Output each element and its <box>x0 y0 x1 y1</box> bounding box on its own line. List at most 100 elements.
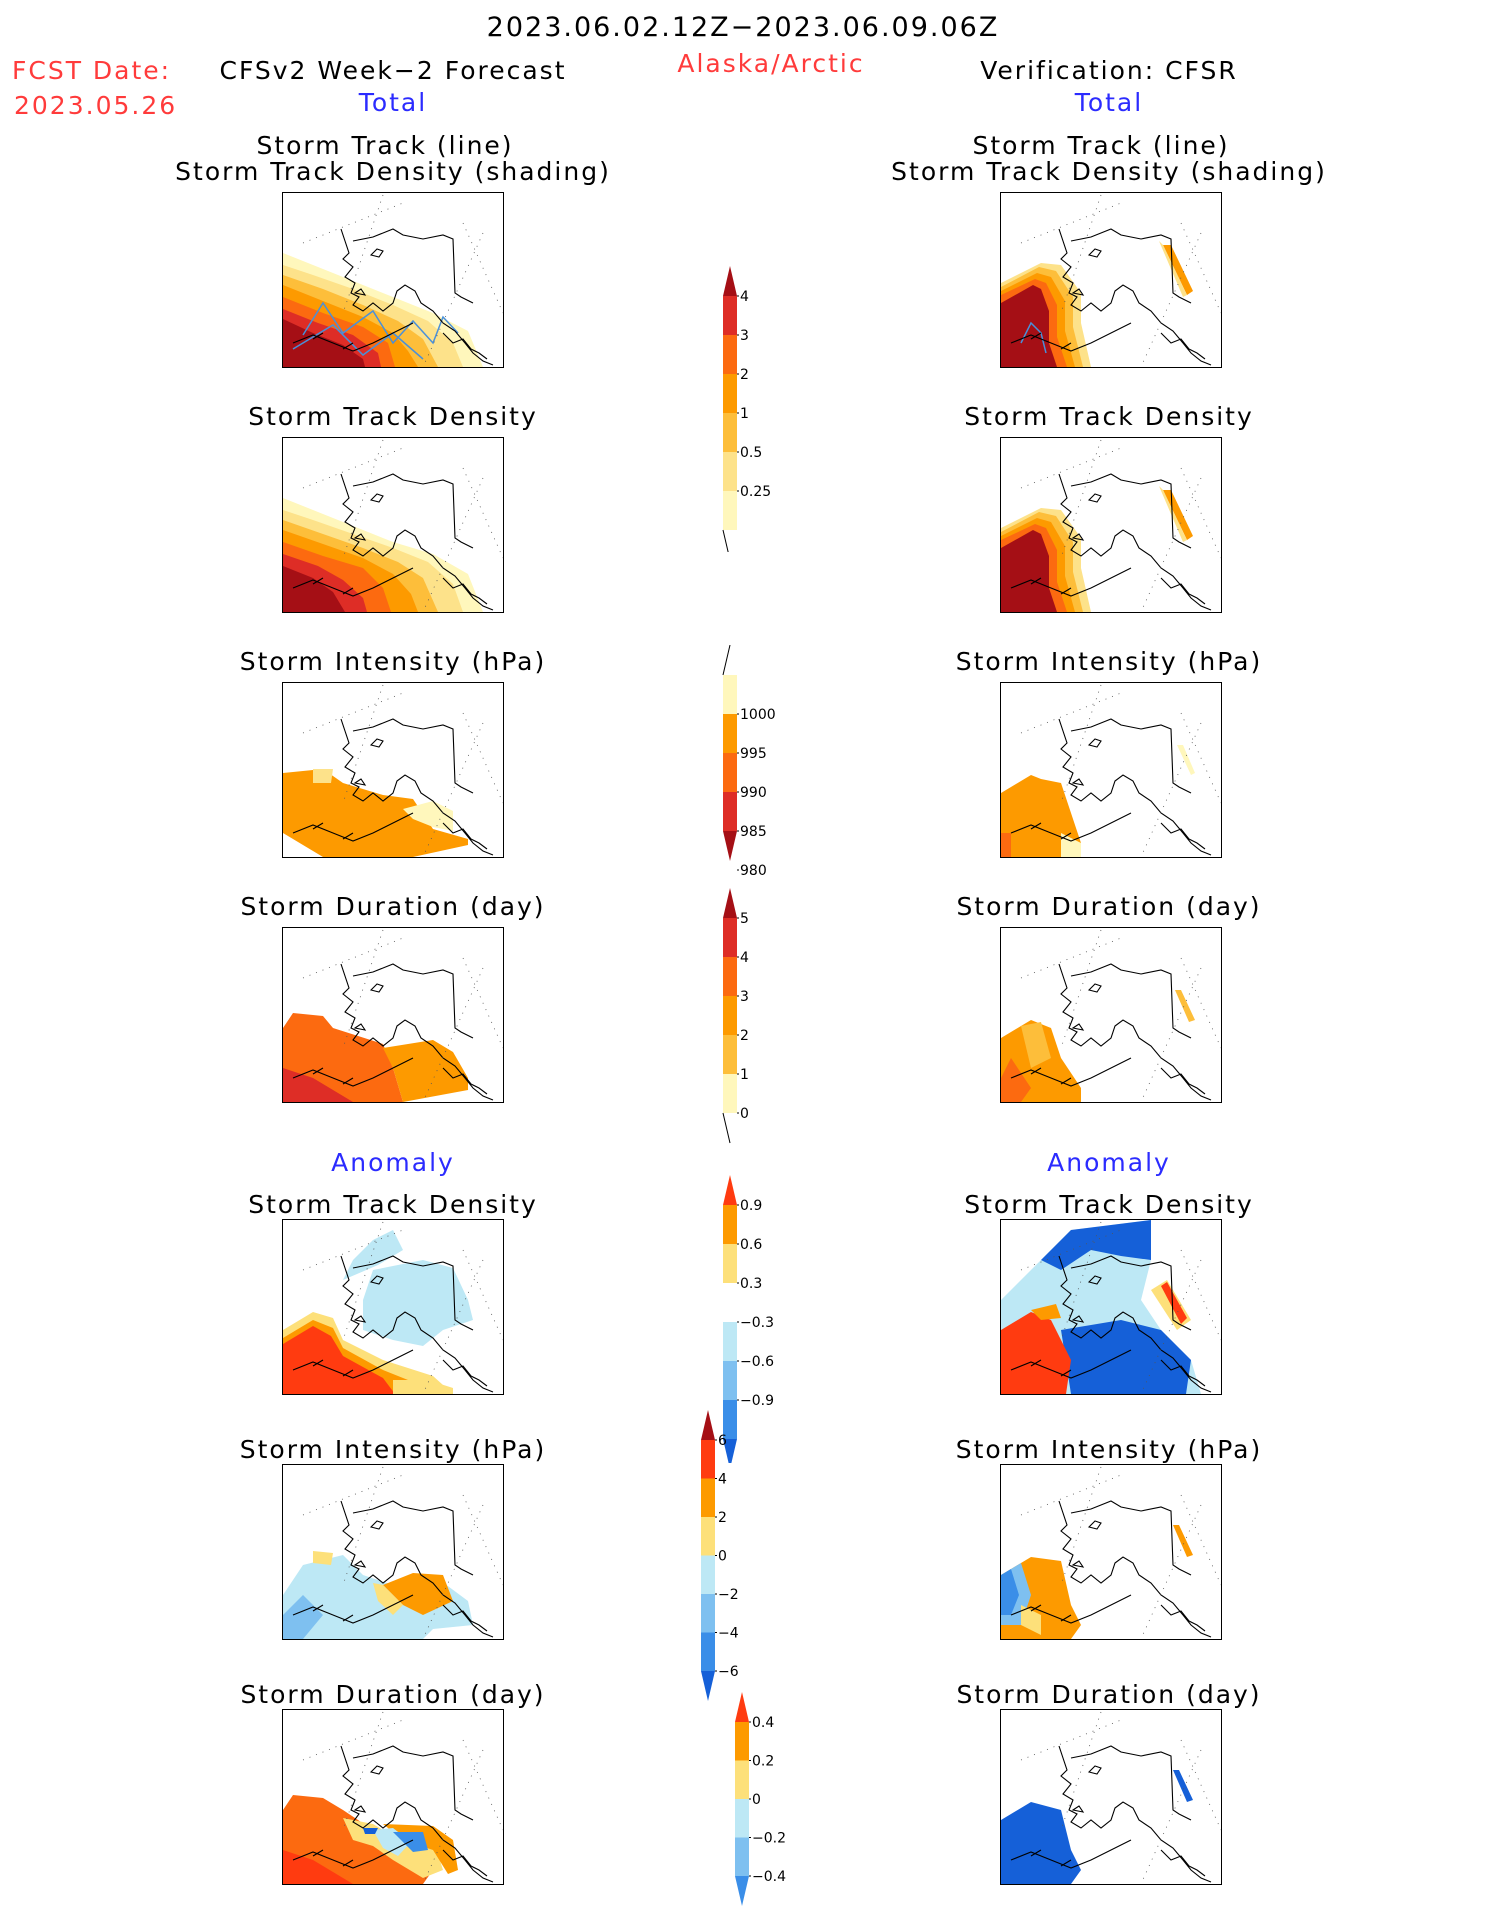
map-intensity-left <box>282 682 504 858</box>
title-intensity-anom-left: Storm Intensity (hPa) <box>239 1435 547 1464</box>
anomaly-label-left: Anomaly <box>331 1148 455 1177</box>
colorbar-label: 0.9 <box>740 1198 762 1214</box>
colorbar-segment <box>701 1478 715 1517</box>
map-density-anom-right <box>1000 1219 1222 1395</box>
map-duration-anom-left <box>282 1709 504 1885</box>
title-track-shading-left: Storm Track Density (shading) <box>175 157 611 186</box>
colorbar-arrow-bottom <box>723 1439 737 1463</box>
colorbar-segment <box>723 1400 737 1439</box>
colorbar-segment <box>723 1244 737 1283</box>
colorbar-label: 0 <box>752 1792 761 1808</box>
colorbar-label: 2 <box>718 1510 727 1526</box>
colorbar-label: 980 <box>740 863 767 879</box>
colorbar-label: 0.3 <box>740 1276 762 1292</box>
colorbar-segment <box>723 1074 737 1113</box>
colorbar-label: 990 <box>740 785 767 801</box>
title-density-anom-right: Storm Track Density <box>964 1190 1254 1219</box>
colorbar-label: −0.9 <box>740 1393 774 1409</box>
fcst-date-label: FCST Date: <box>12 56 172 85</box>
title-intensity-right: Storm Intensity (hPa) <box>955 647 1263 676</box>
colorbar-duration: 5 4 3 2 1 0 <box>722 888 749 1144</box>
colorbar-segment <box>735 1799 749 1838</box>
map-density-anom-left <box>282 1219 504 1395</box>
colorbar-segment <box>723 792 737 831</box>
right-column-title: Verification: CFSR <box>980 56 1238 85</box>
colorbar-tail-bottom <box>722 529 729 552</box>
region-label: Alaska/Arctic <box>677 49 865 78</box>
colorbar-label: −6 <box>718 1664 739 1680</box>
colorbar-label: 0.5 <box>740 445 762 461</box>
colorbar-arrow-top <box>735 1692 749 1722</box>
colorbar-segment <box>701 1440 715 1479</box>
colorbar-segment <box>723 753 737 792</box>
colorbar-segment <box>723 335 737 374</box>
colorbar-segment <box>723 1205 737 1244</box>
map-duration-left <box>282 927 504 1103</box>
colorbar-segment <box>701 1594 715 1633</box>
colorbar-label: −0.4 <box>752 1869 786 1885</box>
colorbar-segment <box>735 1722 749 1761</box>
colorbar-label: 1000 <box>740 707 776 723</box>
colorbar-label: 6 <box>718 1433 727 1449</box>
map-track-left <box>282 192 504 368</box>
title-track-shading-right: Storm Track Density (shading) <box>891 157 1327 186</box>
colorbar-label: −4 <box>718 1626 739 1642</box>
colorbar-segment <box>701 1517 715 1556</box>
colorbar-segment <box>701 1555 715 1594</box>
title-track-line-right: Storm Track (line) <box>972 131 1230 160</box>
title-density-anom-left: Storm Track Density <box>248 1190 538 1219</box>
title-duration-right: Storm Duration (day) <box>956 892 1262 921</box>
left-column-title: CFSv2 Week−2 Forecast <box>219 56 567 85</box>
map-intensity-anom-left <box>282 1464 504 1640</box>
colorbar-segment <box>723 452 737 491</box>
colorbar-label: −0.6 <box>740 1354 774 1370</box>
colorbar-arrow-bottom <box>723 831 737 861</box>
colorbar-label: 0.2 <box>752 1754 774 1770</box>
colorbar-intensity-anomaly: 6 4 2 0 −2 −4 −6 <box>701 1410 739 1701</box>
colorbar-segment <box>723 714 737 753</box>
colorbar-label: 1 <box>740 406 749 422</box>
colorbar-segment <box>735 1760 749 1799</box>
colorbar-label: −2 <box>718 1587 739 1603</box>
colorbar-label: 995 <box>740 746 767 762</box>
colorbar-label: 4 <box>740 950 749 966</box>
total-label-left: Total <box>358 88 428 117</box>
map-density-left <box>282 437 504 613</box>
colorbar-segment <box>735 1837 749 1876</box>
colorbar-arrow-bottom <box>735 1876 749 1906</box>
colorbar-label: 3 <box>740 328 749 344</box>
colorbar-tail-bottom <box>722 1112 731 1144</box>
colorbar-arrow-top <box>701 1410 715 1440</box>
colorbar-label: −0.3 <box>740 1315 774 1331</box>
colorbar-segment <box>723 1322 737 1361</box>
colorbar-label: 985 <box>740 824 767 840</box>
colorbar-segment <box>723 491 737 530</box>
colorbar-arrow-top <box>723 266 737 296</box>
colorbar-tail-top <box>722 645 731 676</box>
colorbar-label: 0.25 <box>740 484 771 500</box>
colorbar-density: 4 3 2 1 0.5 0.25 <box>722 266 771 552</box>
colorbar-segment <box>723 374 737 413</box>
colorbar-label: 2 <box>740 367 749 383</box>
colorbar-label: 0 <box>740 1106 749 1122</box>
map-duration-anom-right <box>1000 1709 1222 1885</box>
colorbar-segment <box>723 996 737 1035</box>
anomaly-label-right: Anomaly <box>1047 1148 1171 1177</box>
title-track-line-left: Storm Track (line) <box>256 131 514 160</box>
colorbar-label: 0.4 <box>752 1715 774 1731</box>
colorbar-segment <box>723 957 737 996</box>
colorbar-segment <box>723 1035 737 1074</box>
colorbar-label: 5 <box>740 911 749 927</box>
colorbar-intensity: 1000 995 990 985 980 <box>722 645 776 879</box>
colorbar-segment <box>701 1632 715 1671</box>
title-duration-left: Storm Duration (day) <box>240 892 546 921</box>
title-density-left: Storm Track Density <box>248 402 538 431</box>
fcst-date-value: 2023.05.26 <box>14 91 178 120</box>
colorbar-segment <box>723 1283 737 1322</box>
colorbar-label: 4 <box>718 1472 727 1488</box>
colorbar-arrow-top <box>723 1175 737 1205</box>
map-density-right <box>1000 437 1222 613</box>
colorbar-label: 4 <box>740 289 749 305</box>
colorbar-arrow-top <box>723 888 737 918</box>
title-duration-anom-right: Storm Duration (day) <box>956 1680 1262 1709</box>
